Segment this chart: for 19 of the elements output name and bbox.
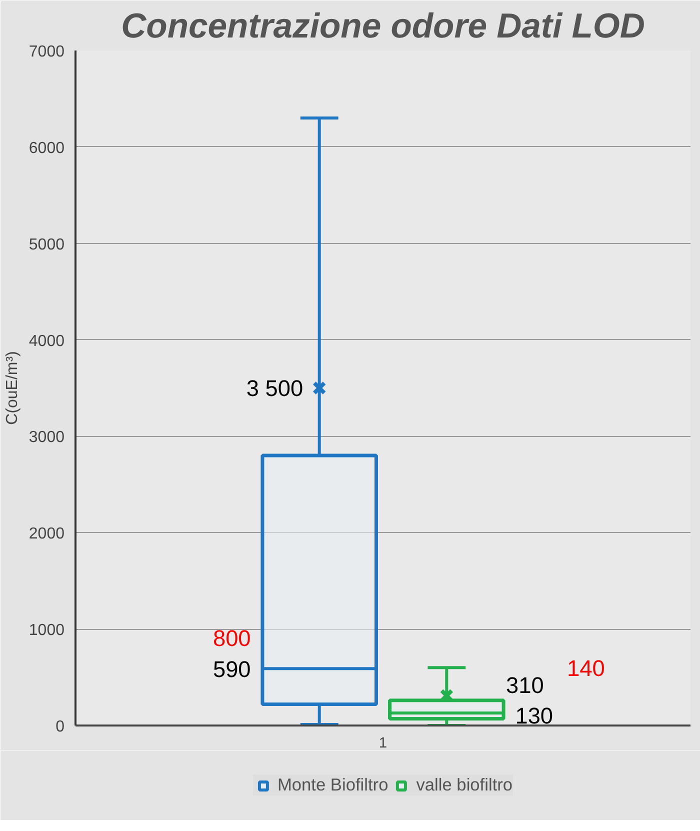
legend-label: Monte Biofiltro [277,774,388,796]
annotation: 590 [212,656,251,682]
y-tick-label: 0 [56,718,65,736]
annotation: 3 500 [246,375,304,401]
annotation: 140 [567,655,605,682]
y-tick-label: 4000 [28,332,65,350]
x-tick-label: 1 [378,736,388,752]
y-axis-title: C(ouE/m³) [4,351,21,425]
legend-label: valle biofiltro [416,774,513,796]
y-tick-label: 1000 [28,622,65,640]
y-tick-label: 7000 [28,44,65,60]
y-tick-label: 2000 [28,526,65,543]
y-tick-label: 3000 [28,429,65,446]
y-tick-label: 5000 [28,236,65,254]
chart-title: Concentrazione odore Dati LOD [121,8,645,46]
annotation: 310 [506,672,544,698]
y-tick-label: 6000 [28,140,65,157]
annotation: 800 [212,624,251,651]
annotation: 130 [515,702,554,728]
